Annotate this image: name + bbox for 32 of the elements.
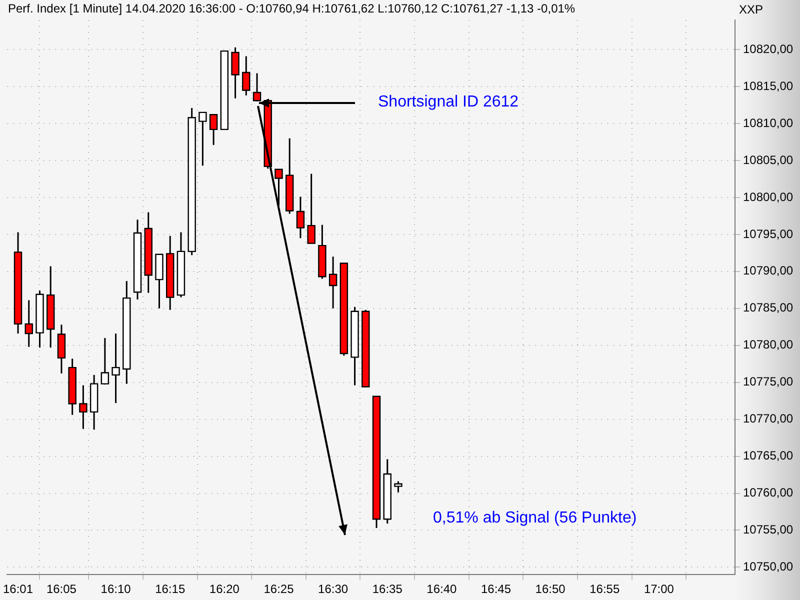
y-tick-label: 10755,00 <box>743 522 794 537</box>
y-tick-label: 10815,00 <box>743 78 794 93</box>
y-tick-label: 10810,00 <box>743 116 794 130</box>
y-tick-label: 10775,00 <box>743 374 794 389</box>
chart-title: Perf. Index [1 Minute] 14.04.2020 16:36:00 - O:10760,94 H:10761,62 L:10760,12 C:10761,27 -1,13 -0,01% <box>8 1 576 16</box>
annotation: 0,51% ab Signal (56 Punkte) <box>433 509 637 526</box>
x-tick-label: 17:00 <box>644 582 674 596</box>
x-tick-label: 16:40 <box>426 582 458 596</box>
y-tick-label: 10785,00 <box>743 300 794 315</box>
x-tick-label: 16:50 <box>535 582 566 596</box>
x-tick-label: 16:20 <box>209 582 240 596</box>
x-tick-label: 16:35 <box>372 582 403 596</box>
y-axis-title: XXP <box>739 2 764 16</box>
x-tick-label: 16:30 <box>318 582 348 596</box>
annotation: Shortsignal ID 2612 <box>378 93 519 110</box>
y-tick-label: 10765,00 <box>743 448 794 463</box>
y-tick-label: 10800,00 <box>743 190 794 204</box>
y-tick-label: 10795,00 <box>743 226 794 241</box>
x-tick-label: 16:25 <box>264 582 294 596</box>
y-tick-label: 10750,00 <box>743 560 794 574</box>
y-tick-label: 10805,00 <box>743 152 794 167</box>
x-tick-label: 16:05 <box>46 582 77 596</box>
x-tick-label: 16:55 <box>590 582 620 596</box>
y-tick-label: 10770,00 <box>743 412 794 426</box>
y-tick-label: 10820,00 <box>743 42 794 56</box>
y-tick-label: 10760,00 <box>743 486 794 500</box>
x-tick-label: 16:01 <box>3 582 34 596</box>
x-tick-label: 16:10 <box>100 582 132 596</box>
y-tick-label: 10780,00 <box>743 338 794 352</box>
x-tick-label: 16:15 <box>155 582 186 596</box>
y-tick-label: 10790,00 <box>743 264 794 278</box>
x-tick-label: 16:45 <box>480 582 512 596</box>
